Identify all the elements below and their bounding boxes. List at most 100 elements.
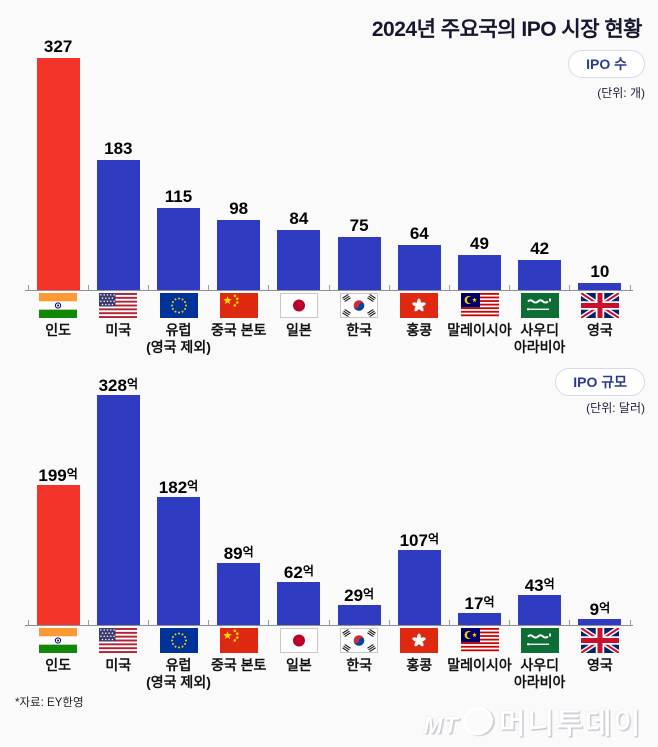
chart2-value-label-uk: 9억 [589, 600, 611, 619]
chart2-country-label-hongkong: 홍콩 [406, 657, 433, 673]
chart2-bar-usa [96, 395, 140, 625]
chart1-axis-tick [448, 285, 450, 290]
saudi-flag-icon [520, 293, 559, 318]
chart2-country-label-japan: 일본 [286, 657, 312, 673]
chart1-value-label-china: 98 [229, 199, 249, 218]
chart1-country-label-uk: 영국 [587, 322, 613, 338]
japan-flag-icon [279, 293, 318, 318]
chart1-value-label-saudi: 42 [530, 239, 550, 258]
chart2-country-label-china: 중국 본토 [210, 657, 267, 673]
chart1-bar-hongkong [397, 245, 441, 290]
chart2-country-label-eu: 유럽 (영국 제외) [146, 657, 211, 690]
watermark-logo: MT 머니투데이 [423, 700, 642, 742]
moneytoday-mt-text: MT [423, 712, 459, 738]
chart2-baseline [25, 625, 633, 626]
china-flag-icon [219, 293, 258, 318]
chart1-value-label-korea: 75 [349, 216, 369, 235]
chart2-value-label-india: 199억 [38, 466, 78, 485]
china-flag-icon [219, 628, 258, 653]
chart1-axis-tick [268, 285, 270, 290]
chart1-bar-malaysia [458, 255, 501, 290]
chart2-bar-saudi [518, 595, 562, 625]
chart2-value-label-malaysia: 17억 [464, 594, 495, 613]
chart1-axis-tick [87, 285, 89, 290]
chart1-value-label-hongkong: 64 [409, 224, 429, 243]
chart2-country-label-korea: 한국 [346, 657, 372, 673]
chart2-country-label-usa: 미국 [105, 657, 132, 673]
chart2-value-label-saudi: 43억 [524, 576, 555, 595]
chart1-value-label-japan: 84 [289, 209, 309, 228]
chart2-axis-tick [509, 620, 511, 625]
ipo-size-badge: IPO 규모 [555, 368, 645, 396]
eu-flag-icon [159, 628, 198, 653]
chart1-value-label-malaysia: 49 [470, 234, 489, 253]
uk-flag-icon [580, 293, 619, 318]
chart1-axis-tick [147, 285, 149, 290]
chart2-value-label-hongkong: 107억 [399, 531, 439, 550]
chart2-axis-tick [147, 620, 149, 625]
page-title: 2024년 주요국의 IPO 시장 현황 [371, 18, 643, 41]
chart2-value-label-eu: 182억 [158, 478, 199, 497]
chart1-bar-usa [96, 160, 140, 290]
chart2-value-label-japan: 62억 [283, 563, 314, 582]
chart2-country-label-india: 인도 [45, 657, 71, 673]
korea-flag-icon [340, 293, 379, 318]
source-note: *자료: EY한영 [15, 697, 84, 709]
chart2-country-label-malaysia: 말레이시아 [447, 657, 512, 673]
chart1-axis-tick [27, 285, 29, 290]
chart2-axis-tick [208, 620, 210, 625]
india-flag-icon [39, 293, 78, 318]
chart2-axis-tick [268, 620, 270, 625]
chart1-bar-india [36, 58, 80, 290]
chart1-bar-uk [578, 283, 622, 290]
chart1-country-label-japan: 일본 [286, 322, 312, 338]
hongkong-flag-icon [400, 628, 439, 653]
chart1-country-label-hongkong: 홍콩 [406, 322, 433, 338]
ipo-count-badge: IPO 수 [568, 50, 645, 78]
chart2-value-label-usa: 328억 [98, 376, 138, 395]
chart2-bar-korea [337, 605, 381, 625]
chart2-bar-india [36, 485, 80, 625]
chart1-bar-eu [157, 208, 200, 290]
chart2-axis-tick [87, 620, 89, 625]
chart1-bar-korea [337, 237, 381, 290]
chart1-country-label-india: 인도 [45, 322, 71, 338]
chart2-bar-japan [277, 582, 321, 625]
chart1-value-label-uk: 10 [590, 262, 610, 281]
hongkong-flag-icon [400, 293, 439, 318]
chart2-bar-eu [157, 497, 200, 625]
chart1-axis-tick [509, 285, 511, 290]
chart1-country-label-saudi: 사우디 아라비아 [513, 322, 566, 355]
chart1-baseline [25, 290, 633, 291]
chart2-country-label-uk: 영국 [587, 657, 613, 673]
malaysia-flag-icon [460, 293, 499, 318]
usa-flag-icon [99, 628, 138, 653]
chart1-bar-china [217, 220, 261, 290]
eu-flag-icon [159, 293, 198, 318]
ipo-size-unit: (단위: 달러) [586, 401, 645, 415]
chart2-axis-tick [328, 620, 330, 625]
moneytoday-circle-icon [459, 703, 497, 739]
chart1-value-label-usa: 183 [104, 139, 133, 158]
chart2-bar-uk [578, 619, 622, 625]
uk-flag-icon [580, 628, 619, 653]
chart1-country-label-china: 중국 본토 [210, 322, 267, 338]
chart1-bar-saudi [518, 260, 562, 290]
chart2-axis-tick [448, 620, 450, 625]
japan-flag-icon [279, 628, 318, 653]
korea-flag-icon [340, 628, 379, 653]
chart2-axis-tick [27, 620, 29, 625]
india-flag-icon [39, 628, 78, 653]
chart1-axis-tick [569, 285, 571, 290]
chart2-value-label-korea: 29억 [344, 586, 375, 605]
chart1-axis-tick [388, 285, 390, 290]
chart2-bar-hongkong [397, 550, 441, 625]
chart1-axis-tick [208, 285, 210, 290]
moneytoday-name-text: 머니투데이 [498, 708, 642, 740]
chart1-country-label-malaysia: 말레이시아 [447, 322, 512, 338]
chart1-value-label-eu: 115 [164, 187, 193, 206]
chart2-axis-tick [569, 620, 571, 625]
chart2-axis-tick [388, 620, 390, 625]
chart1-axis-tick [328, 285, 330, 290]
usa-flag-icon [99, 293, 138, 318]
